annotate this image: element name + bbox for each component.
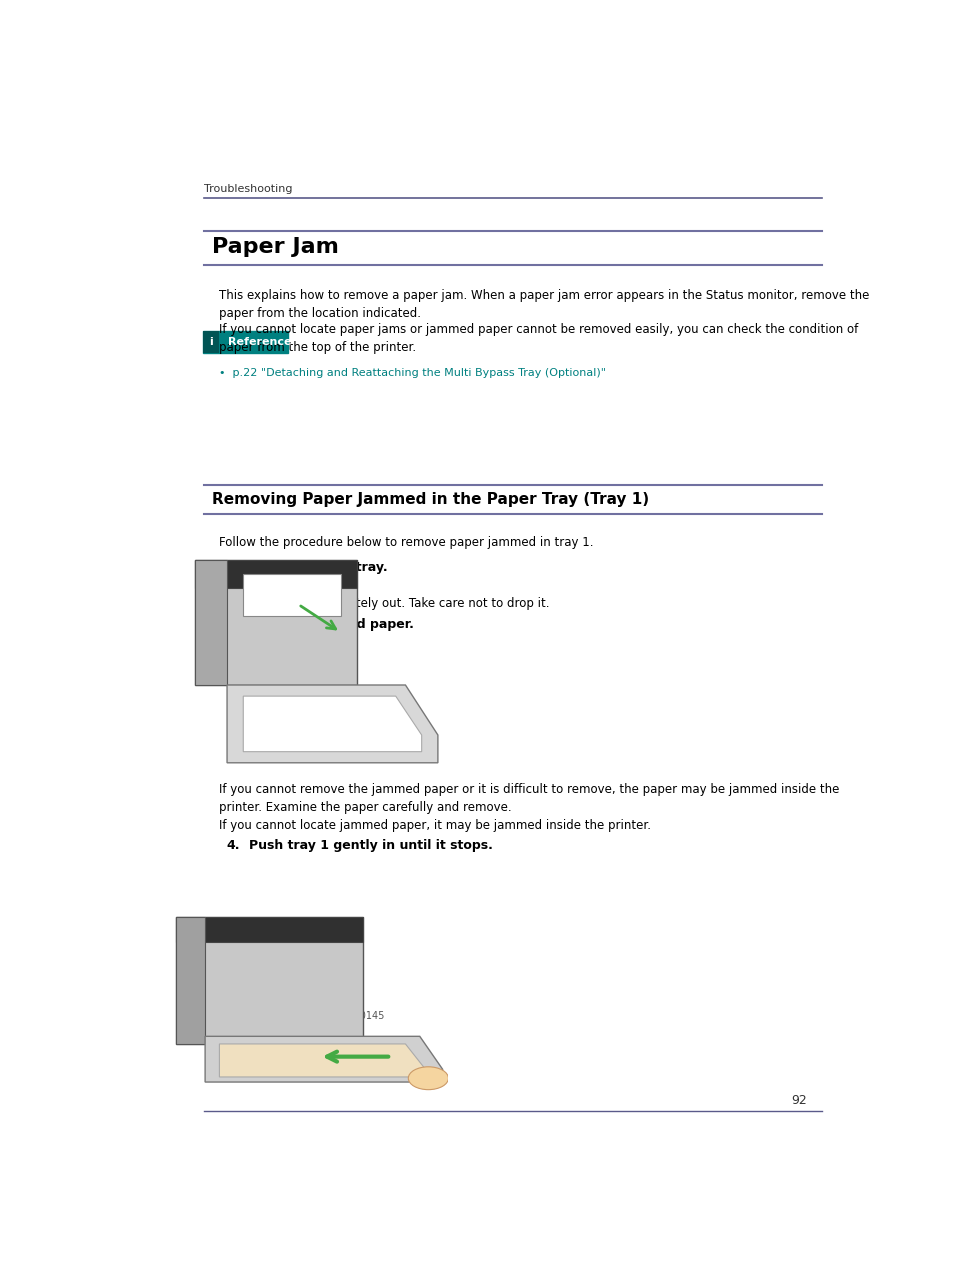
Ellipse shape [408, 1067, 448, 1090]
Polygon shape [243, 574, 340, 616]
Text: Troubleshooting: Troubleshooting [204, 184, 293, 194]
Polygon shape [219, 1044, 425, 1077]
Polygon shape [227, 685, 437, 763]
Text: 92: 92 [790, 1093, 806, 1107]
Text: i: i [209, 337, 213, 347]
Text: 3.: 3. [226, 618, 239, 631]
Text: Removing Paper Jammed in the Paper Tray (Tray 1): Removing Paper Jammed in the Paper Tray … [212, 491, 648, 507]
Polygon shape [176, 917, 205, 1044]
Text: Pull tray 1 completely out. Take care not to drop it.: Pull tray 1 completely out. Take care no… [249, 597, 549, 611]
FancyBboxPatch shape [203, 331, 219, 353]
Polygon shape [176, 917, 362, 1044]
Polygon shape [194, 560, 227, 685]
Text: •  p.22 "Detaching and Reattaching the Multi Bypass Tray (Optional)": • p.22 "Detaching and Reattaching the Mu… [219, 367, 605, 377]
Polygon shape [205, 1036, 442, 1082]
Polygon shape [243, 696, 421, 752]
Polygon shape [194, 560, 356, 588]
Text: Lift the output tray.: Lift the output tray. [249, 561, 387, 574]
FancyBboxPatch shape [203, 331, 288, 353]
Text: Remove jammed paper.: Remove jammed paper. [249, 618, 413, 631]
Text: 1.: 1. [226, 561, 240, 574]
Polygon shape [176, 917, 362, 942]
Text: Reference: Reference [228, 337, 291, 347]
FancyArrowPatch shape [300, 606, 335, 629]
Text: If you cannot locate paper jams or jammed paper cannot be removed easily, you ca: If you cannot locate paper jams or jamme… [219, 323, 858, 353]
Text: 4.: 4. [226, 839, 240, 852]
Text: If you cannot locate jammed paper, it may be jammed inside the printer.: If you cannot locate jammed paper, it ma… [219, 819, 650, 832]
Text: AKB0145: AKB0145 [340, 1011, 385, 1021]
Text: Paper Jam: Paper Jam [212, 237, 338, 258]
Text: 2.: 2. [226, 580, 240, 593]
FancyArrowPatch shape [327, 1052, 388, 1062]
Text: If you cannot remove the jammed paper or it is difficult to remove, the paper ma: If you cannot remove the jammed paper or… [219, 784, 839, 814]
Text: This explains how to remove a paper jam. When a paper jam error appears in the S: This explains how to remove a paper jam.… [219, 290, 868, 320]
Text: Push tray 1 gently in until it stops.: Push tray 1 gently in until it stops. [249, 839, 492, 852]
Polygon shape [194, 560, 356, 685]
Text: Pull out tray 1.: Pull out tray 1. [249, 580, 353, 593]
Text: Follow the procedure below to remove paper jammed in tray 1.: Follow the procedure below to remove pap… [219, 536, 593, 549]
Text: AKB0329: AKB0329 [370, 747, 415, 757]
